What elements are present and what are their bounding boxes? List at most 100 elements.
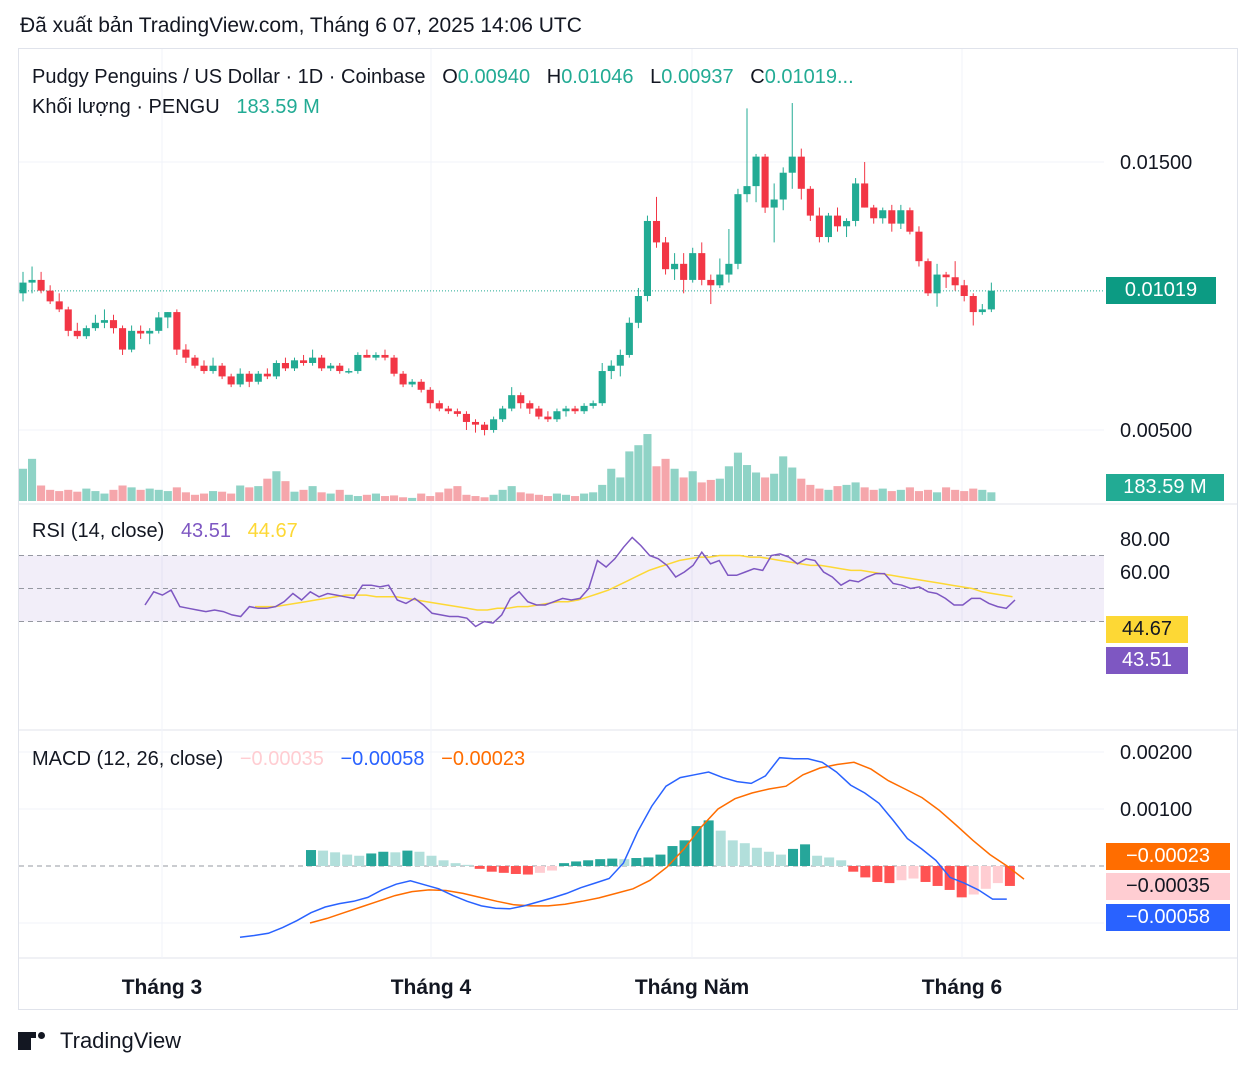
macd-histogram-bar [402, 850, 413, 866]
volume-bar [842, 484, 851, 501]
volume-bar [942, 487, 951, 501]
macd-histogram-bar [378, 851, 389, 866]
volume-bar [408, 497, 417, 501]
candle-body [879, 210, 887, 219]
macd-histogram-bar [908, 866, 919, 879]
macd-histogram-bar [486, 866, 497, 872]
macd-histogram-bar [691, 826, 702, 866]
volume-bar [335, 489, 344, 501]
macd-histogram-bar [824, 857, 835, 866]
candle-body [100, 320, 108, 323]
macd-histogram-bar [727, 840, 738, 866]
candle-body [680, 263, 688, 280]
candle-body [408, 381, 416, 385]
candle-body [37, 279, 45, 291]
volume-bar [643, 434, 652, 501]
candle-body [200, 365, 208, 372]
macd-histogram-bar [559, 863, 570, 866]
candle-body [788, 156, 796, 173]
macd-histogram-bar [703, 820, 714, 866]
volume-bar [462, 494, 471, 501]
volume-bar [218, 491, 227, 501]
volume-bar [896, 489, 905, 501]
candle-body [426, 389, 434, 404]
macd-histogram-bar [872, 866, 883, 882]
candle-body [137, 330, 145, 334]
volume-bar [371, 493, 380, 501]
candle-body [128, 330, 136, 350]
candle-body [833, 215, 842, 227]
volume-bar [154, 489, 163, 501]
candle-body [861, 183, 869, 208]
volume-bar [308, 486, 317, 501]
volume-bar [263, 478, 272, 501]
candle-body [263, 373, 271, 377]
close-value: 0.01019... [764, 66, 854, 88]
chart-frame[interactable] [18, 48, 1238, 1010]
macd-histogram-bar [992, 866, 1003, 884]
candle-body [499, 408, 507, 420]
candle-body [227, 376, 235, 385]
rsi-value: 43.51 [180, 520, 231, 542]
candle-body [888, 210, 896, 224]
volume-bar [978, 489, 987, 501]
candle-body [508, 395, 516, 409]
macd-histogram-bar [571, 861, 582, 866]
candle-body [752, 156, 760, 187]
volume-bar [236, 485, 245, 501]
volume-bar [227, 493, 236, 501]
candle-body [119, 328, 127, 350]
volume-bar [580, 493, 589, 501]
macd-histogram-bar [1004, 866, 1015, 886]
candle-body [707, 279, 715, 286]
rsi-axis-tick: 80.00 [1120, 529, 1170, 551]
macd-histogram-bar [318, 850, 329, 866]
rsi-label: RSI (14, close) [32, 520, 165, 542]
candle-body [815, 215, 823, 238]
tradingview-footer[interactable]: TradingView [18, 1028, 181, 1054]
low-label: L [650, 66, 662, 88]
volume-bar [733, 452, 742, 501]
macd-histogram-bar [390, 852, 401, 866]
candle-body [797, 156, 805, 189]
volume-bar [326, 493, 335, 501]
candle-body [435, 403, 443, 409]
volume-bar [91, 491, 100, 501]
rsi-axis-tick: 60.00 [1120, 562, 1170, 584]
candle-body [155, 317, 163, 331]
macd-histogram-bar [462, 864, 473, 866]
volume-bar [534, 494, 543, 501]
macd-line [239, 756, 1007, 939]
volume-bar [724, 466, 733, 501]
candle-body [309, 357, 317, 363]
macd-histogram-bar [751, 847, 762, 866]
macd-histogram-bar [366, 853, 377, 866]
candle-body [236, 373, 244, 385]
volume-bar [652, 466, 661, 501]
candle-body [526, 403, 534, 409]
high-label: H [546, 66, 562, 88]
candle-body [571, 408, 579, 412]
macd-histogram-bar [884, 866, 895, 884]
last-price-tag: 0.01019 [1106, 277, 1216, 304]
volume-bar [887, 491, 896, 501]
volume-bar [860, 487, 869, 501]
volume-bar [806, 484, 815, 501]
macd-histogram-bar [450, 863, 461, 866]
volume-bar [127, 487, 136, 501]
volume-bar [444, 488, 453, 501]
candle-body [381, 354, 389, 358]
volume-bar [480, 497, 489, 501]
candle-body [481, 424, 489, 430]
volume-bar [190, 494, 199, 501]
volume-bar [914, 491, 923, 501]
candle-body [327, 365, 335, 369]
volume-bar [82, 488, 91, 501]
macd-histogram-bar [342, 854, 353, 866]
macd-histogram-bar [643, 857, 654, 866]
volume-bar [181, 492, 190, 501]
macd-histogram-bar [547, 866, 557, 871]
volume-bar [598, 484, 607, 501]
candle-body [64, 309, 72, 331]
